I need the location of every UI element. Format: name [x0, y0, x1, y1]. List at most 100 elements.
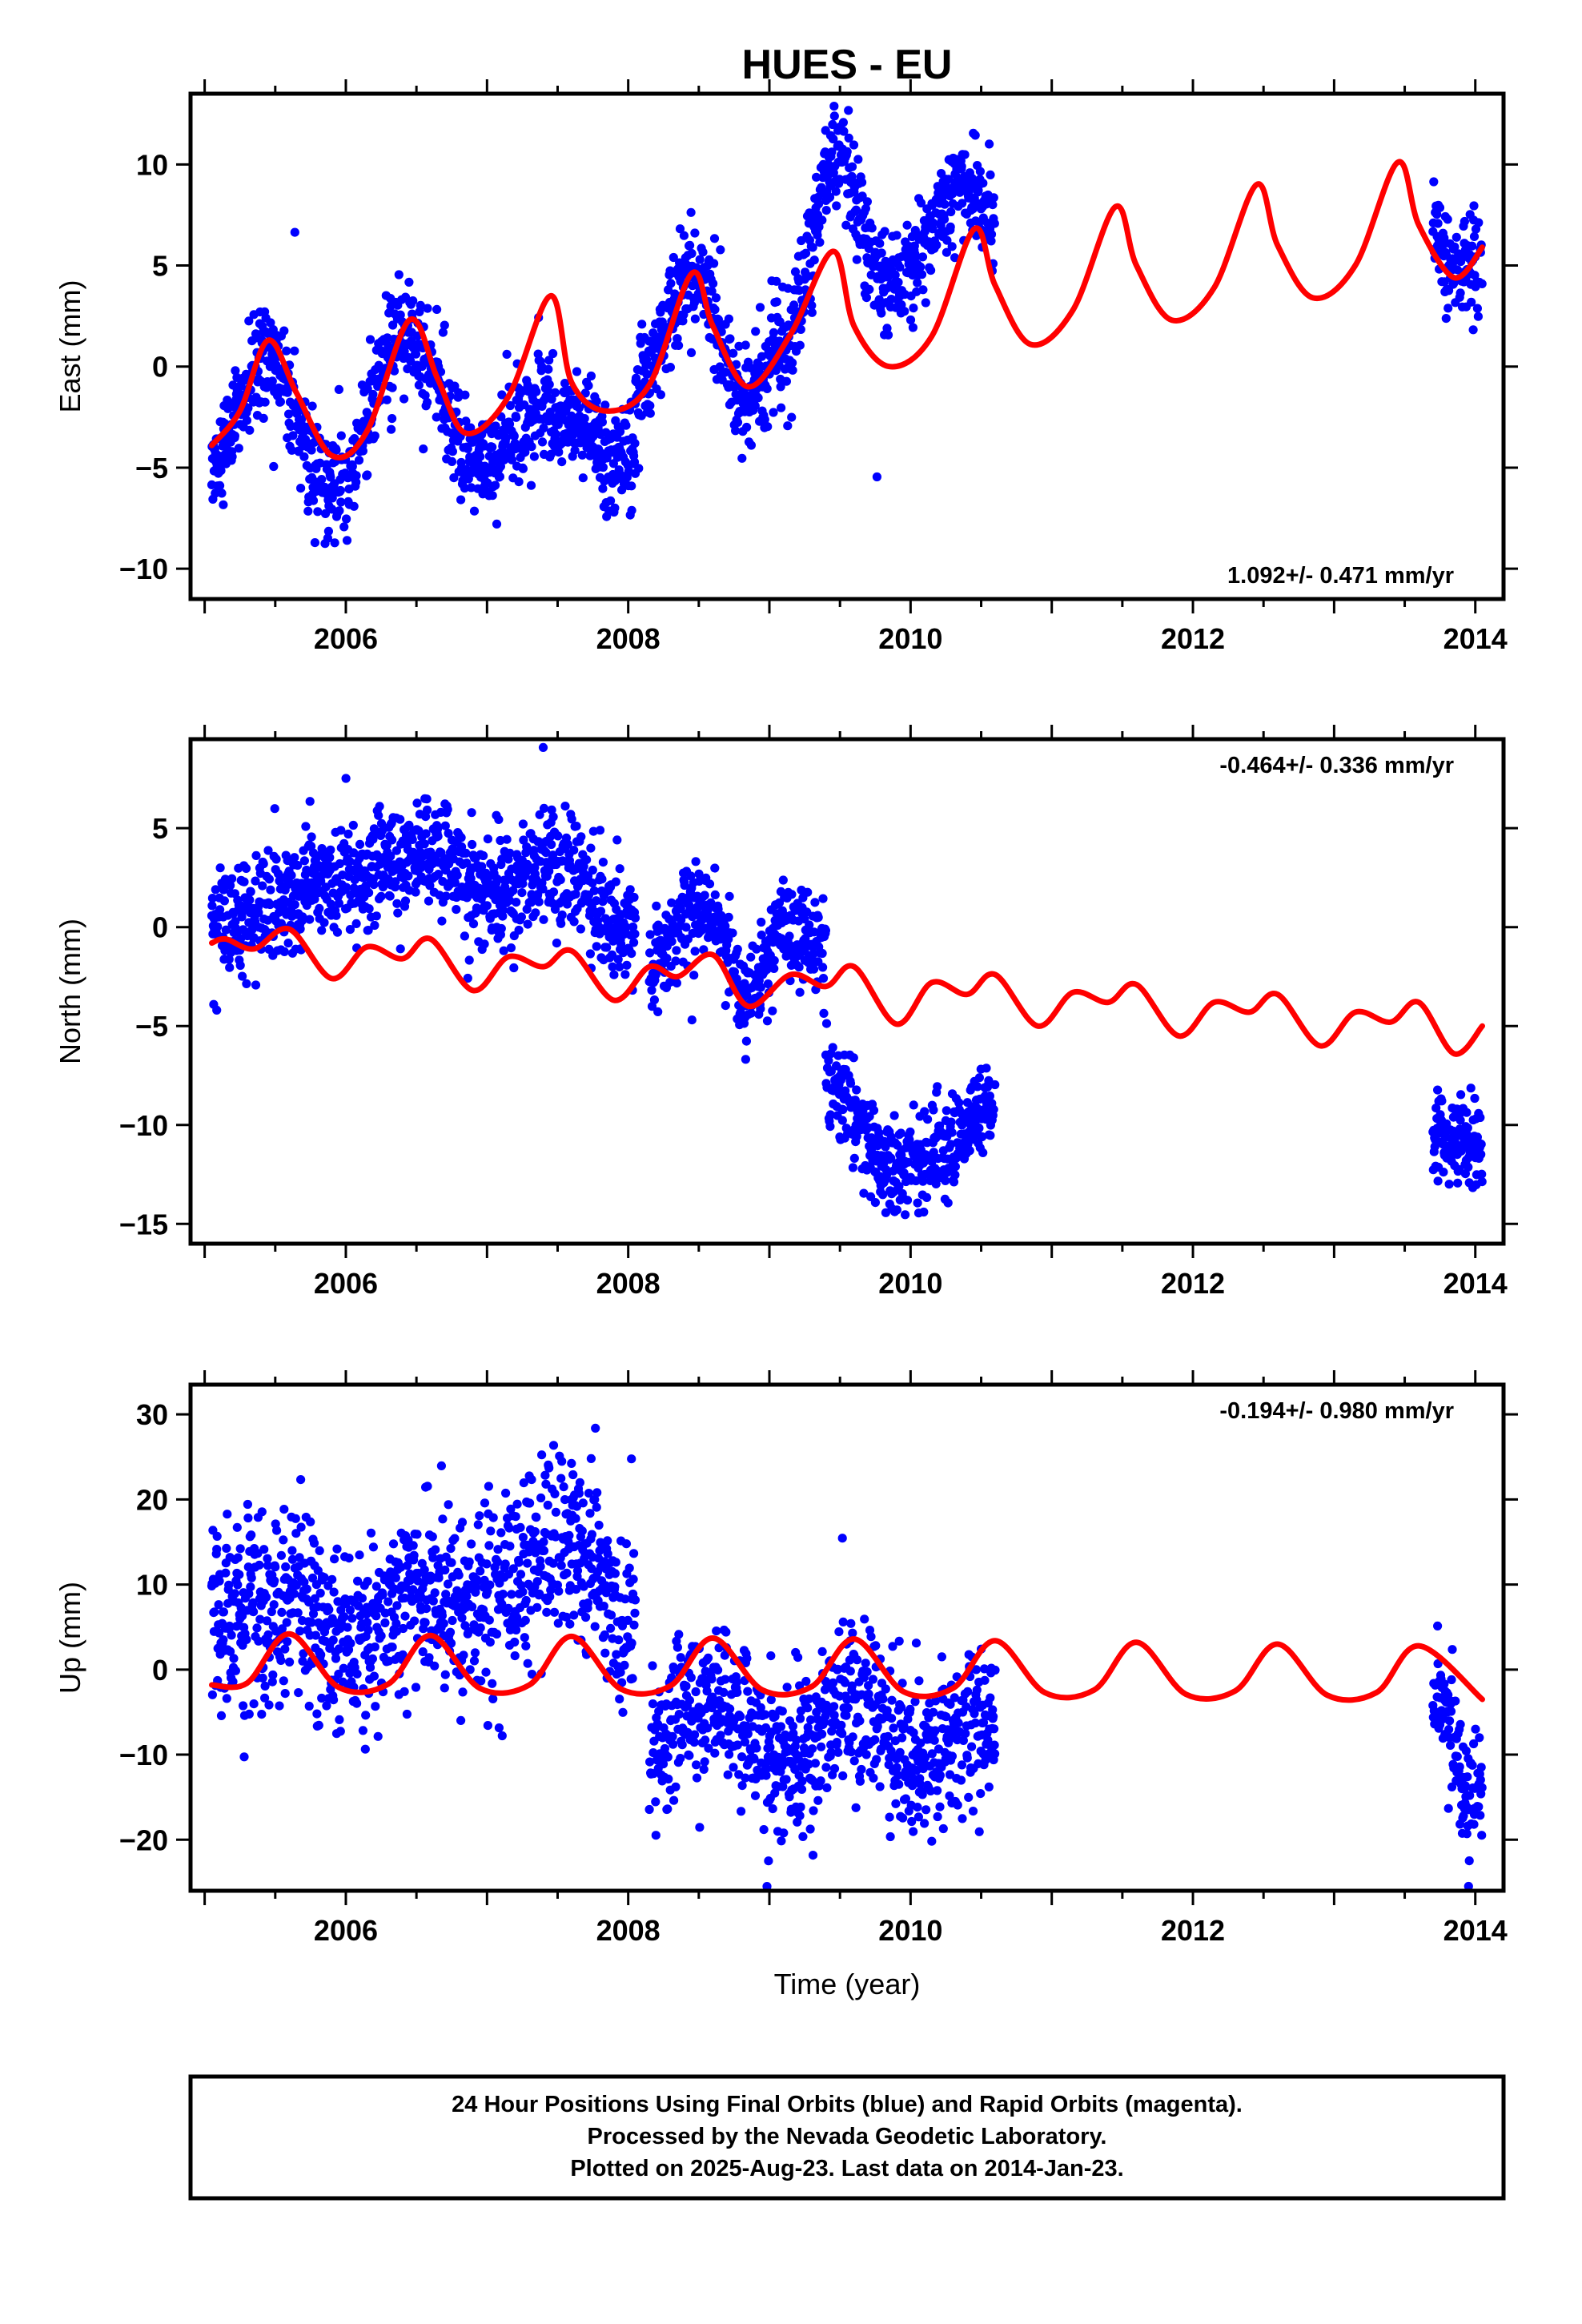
up-observation-point: [412, 1530, 422, 1539]
north-observation-point: [351, 919, 361, 928]
north-observation-point: [271, 854, 281, 864]
up-observation-point: [400, 1611, 410, 1621]
east-observation-point: [950, 253, 960, 263]
up-observation-point: [232, 1522, 242, 1532]
up-observation-point: [590, 1622, 600, 1631]
up-observation-point: [648, 1748, 658, 1758]
north-observation-point: [620, 970, 630, 979]
north-observation-point: [607, 950, 617, 959]
north-observation-point: [881, 1171, 891, 1180]
up-observation-point: [562, 1568, 572, 1578]
north-observation-point: [985, 1092, 994, 1101]
east-observation-point: [978, 179, 988, 188]
north-observation-point: [978, 1148, 988, 1157]
up-observation-point: [344, 1554, 354, 1563]
north-observation-point: [226, 881, 235, 891]
north-observation-point: [933, 1082, 942, 1092]
east-observation-point: [809, 255, 819, 265]
up-observation-point: [269, 1600, 279, 1610]
east-observation-point: [520, 448, 530, 457]
up-observation-point: [247, 1530, 256, 1540]
up-observation-point: [492, 1557, 503, 1567]
east-y-tick-label: 10: [136, 148, 168, 181]
north-observation-point: [742, 991, 752, 1000]
up-observation-point: [287, 1554, 297, 1564]
north-observation-point: [435, 891, 444, 900]
north-observation-point: [242, 979, 251, 988]
up-observation-point: [329, 1695, 339, 1705]
north-observation-point: [517, 888, 527, 898]
east-observation-point: [1435, 203, 1445, 212]
north-rate-label: -0.464+/- 0.336 mm/yr: [1219, 753, 1454, 778]
up-observation-point: [270, 1576, 279, 1586]
up-observation-point: [263, 1561, 273, 1570]
up-observation-point: [215, 1628, 224, 1638]
up-observation-point: [371, 1611, 381, 1621]
north-observation-point: [492, 874, 502, 884]
north-observation-point: [700, 891, 709, 900]
north-observation-point: [778, 875, 788, 885]
up-observation-point: [676, 1653, 685, 1663]
north-observation-point: [530, 862, 540, 872]
north-observation-point: [264, 875, 274, 884]
up-observation-point: [603, 1549, 612, 1558]
east-observation-point: [339, 522, 349, 532]
north-observation-point: [265, 899, 275, 910]
east-observation-point: [813, 192, 823, 202]
east-observation-point: [211, 489, 220, 498]
north-observation-point: [687, 1015, 697, 1025]
north-observation-point: [576, 832, 586, 842]
east-observation-point: [259, 413, 268, 424]
up-observation-point: [514, 1558, 524, 1567]
up-observation-point: [403, 1561, 412, 1570]
east-observation-point: [323, 533, 332, 543]
north-observation-point: [563, 839, 573, 849]
east-observation-point: [762, 384, 772, 393]
east-observation-point: [447, 456, 457, 467]
up-observation-point: [704, 1653, 713, 1663]
north-observation-point: [1476, 1112, 1485, 1123]
up-observation-point: [330, 1554, 339, 1564]
north-observation-point: [1439, 1168, 1448, 1177]
north-observation-point: [725, 891, 734, 901]
east-observation-point: [432, 304, 442, 314]
north-observation-point: [920, 1107, 930, 1116]
east-observation-point: [414, 380, 424, 390]
north-observation-point: [452, 905, 461, 915]
up-observation-point: [708, 1692, 717, 1702]
east-observation-point: [900, 307, 909, 316]
east-observation-point: [862, 197, 872, 207]
north-observation-point: [645, 930, 655, 939]
north-observation-point: [539, 803, 549, 814]
east-observation-point: [396, 310, 405, 320]
north-observation-point: [608, 962, 617, 971]
east-observation-point: [313, 507, 323, 517]
north-observation-point: [613, 955, 623, 964]
north-observation-point: [279, 947, 289, 956]
up-observation-point: [254, 1636, 263, 1646]
north-observation-point: [671, 956, 681, 966]
east-observation-point: [679, 231, 689, 240]
north-observation-point: [947, 1128, 957, 1137]
north-observation-point: [213, 922, 223, 931]
north-observation-point: [572, 822, 581, 831]
east-observation-point: [586, 371, 596, 381]
up-observation-point: [703, 1723, 713, 1733]
north-observation-point: [571, 889, 580, 899]
east-observation-point: [546, 449, 556, 459]
north-observation-point: [630, 913, 640, 923]
east-observation-point: [404, 277, 414, 287]
up-observation-point: [497, 1731, 507, 1741]
east-observation-point: [877, 308, 886, 318]
east-observation-point: [686, 348, 697, 357]
east-observation-point: [282, 346, 291, 356]
up-observation-point: [355, 1550, 364, 1560]
east-observation-point: [420, 391, 430, 400]
east-observation-point: [532, 387, 541, 396]
up-observation-point: [335, 1715, 344, 1724]
north-observation-point: [221, 925, 231, 935]
up-observation-point: [360, 1744, 370, 1754]
north-observations: [207, 742, 1487, 1220]
east-observation-point: [527, 442, 536, 452]
north-observation-point: [1431, 1104, 1441, 1113]
